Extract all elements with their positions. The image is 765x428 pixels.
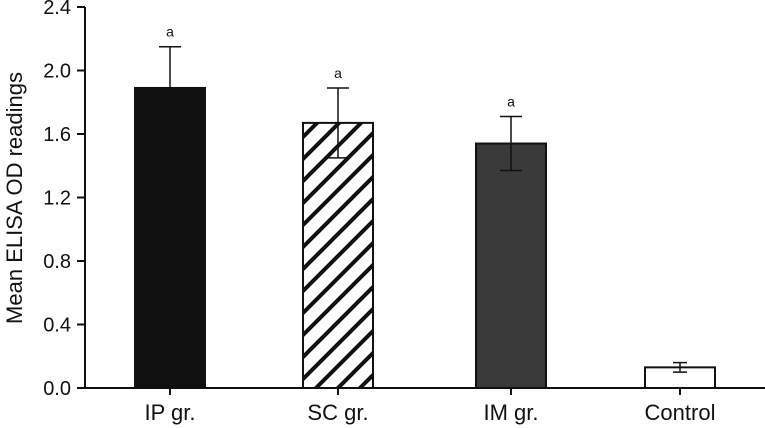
bar-sc-gr bbox=[302, 121, 374, 389]
significance-label: a bbox=[166, 24, 174, 40]
significance-label: a bbox=[507, 94, 515, 110]
x-labels-group: IP gr. SC gr. IM gr. Control bbox=[145, 388, 716, 425]
y-tick-label: 2.4 bbox=[43, 0, 71, 19]
significance-label: a bbox=[334, 65, 342, 81]
x-tick-label: IM gr. bbox=[483, 400, 538, 425]
y-tick-label: 0.0 bbox=[43, 378, 71, 400]
significance-labels-group: a a a bbox=[166, 24, 515, 110]
x-tick-label: Control bbox=[645, 400, 716, 425]
y-tick-label: 0.4 bbox=[43, 315, 71, 337]
bars-group bbox=[134, 86, 716, 390]
x-tick-label: SC gr. bbox=[307, 400, 368, 425]
y-tick-label: 0.8 bbox=[43, 251, 71, 273]
y-axis-title: Mean ELISA OD readings bbox=[2, 72, 27, 324]
bar-ip-gr bbox=[134, 86, 206, 390]
bar-im-gr bbox=[475, 142, 547, 389]
error-bars-group bbox=[159, 45, 687, 373]
y-tick-label: 1.6 bbox=[43, 124, 71, 146]
y-tick-label: 2.0 bbox=[43, 61, 71, 83]
x-tick-label: IP gr. bbox=[145, 400, 196, 425]
y-ticks-group: 0.0 0.4 0.8 1.2 1.6 2.0 2.4 bbox=[43, 0, 85, 400]
y-tick-label: 1.2 bbox=[43, 188, 71, 210]
